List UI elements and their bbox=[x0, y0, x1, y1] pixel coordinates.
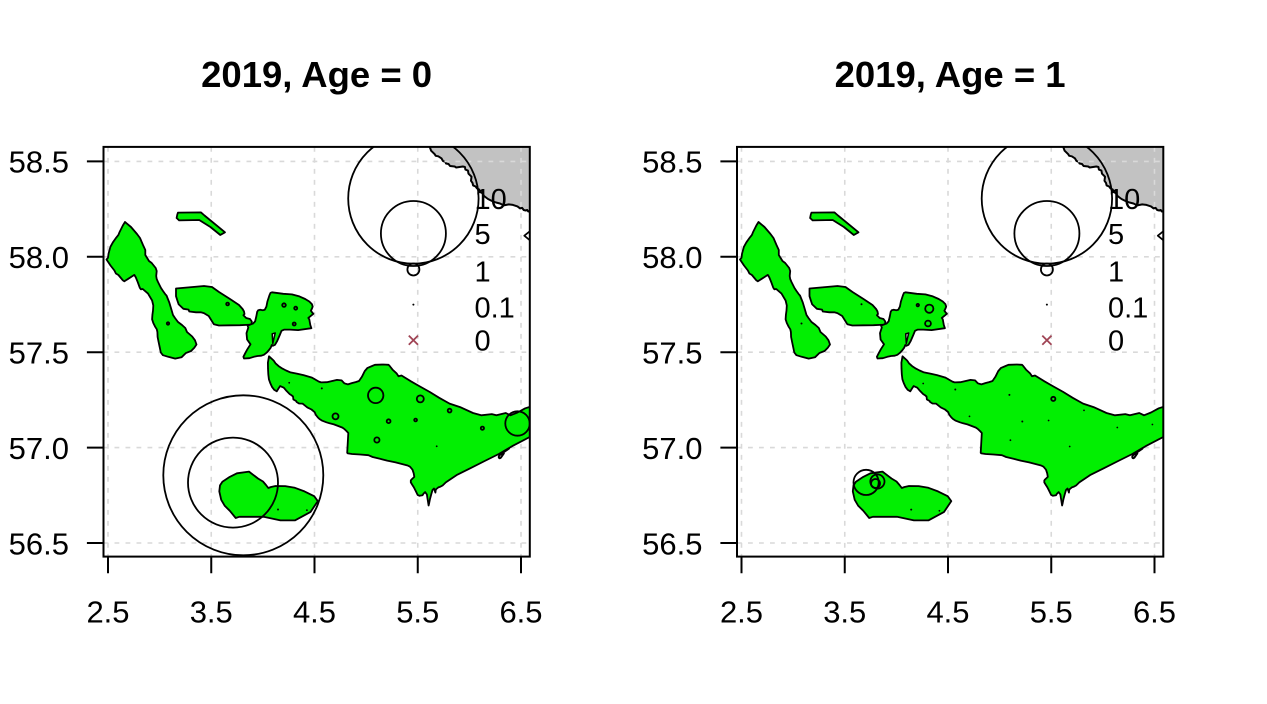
svg-text:2019, Age = 0: 2019, Age = 0 bbox=[201, 54, 432, 95]
svg-text:2019, Age = 1: 2019, Age = 1 bbox=[835, 54, 1066, 95]
